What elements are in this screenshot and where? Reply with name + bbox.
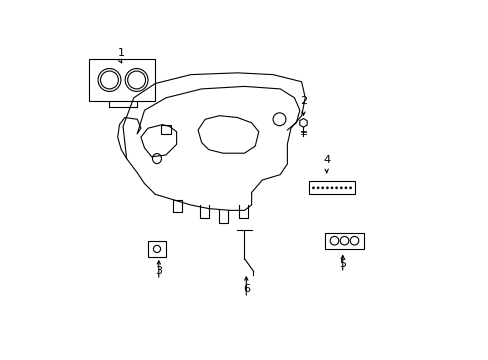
Text: 3: 3 [155,266,162,276]
Text: 5: 5 [339,259,346,269]
Text: 4: 4 [323,156,329,165]
Circle shape [316,187,319,189]
Circle shape [344,187,346,189]
Circle shape [325,187,328,189]
Text: 2: 2 [299,96,306,107]
Circle shape [340,187,342,189]
Circle shape [335,187,337,189]
Text: 6: 6 [242,284,249,294]
Circle shape [330,187,332,189]
Circle shape [321,187,323,189]
Circle shape [312,187,314,189]
Text: 1: 1 [118,48,124,58]
Circle shape [349,187,351,189]
